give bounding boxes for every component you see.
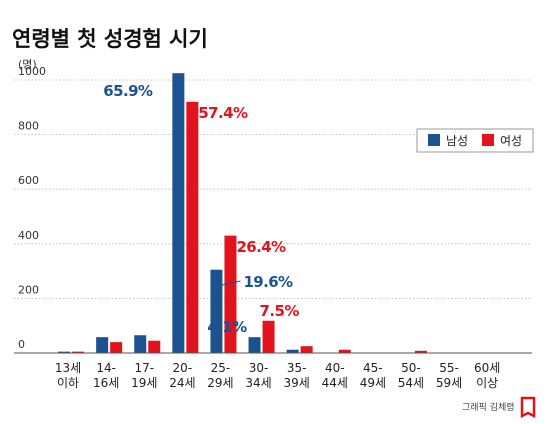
x-tick-label: 35-	[287, 361, 307, 375]
chart-title: 연령별 첫 성경험 시기	[12, 27, 208, 51]
percent-label: 65.9%	[103, 82, 153, 100]
bar-female-2	[148, 340, 161, 353]
x-tick-label: 45-	[363, 361, 383, 375]
x-tick-label: 30-	[249, 361, 269, 375]
x-tick-label: 55-	[439, 361, 459, 375]
gridlines	[14, 79, 532, 299]
bar-female-0	[72, 351, 85, 353]
bar-male-2	[134, 335, 147, 353]
bar-female-3	[186, 101, 199, 353]
x-tick-label: 16세	[93, 376, 119, 390]
y-unit-label: (명)	[18, 58, 37, 71]
x-tick-label: 59세	[436, 376, 462, 390]
legend-swatch-female	[482, 134, 494, 146]
bar-female-6	[300, 346, 313, 353]
legend-swatch-male	[428, 134, 440, 146]
credit-text: 그래픽 김체령	[462, 401, 515, 413]
x-tick-label: 34세	[245, 376, 271, 390]
x-tick-label: 49세	[360, 376, 386, 390]
bar-male-0	[58, 351, 71, 353]
y-tick-label: 600	[18, 174, 39, 187]
percent-annotations: 65.9% 57.4% 26.4% 19.6% 4.1% 7.5%	[103, 82, 300, 336]
percent-label: 7.5%	[260, 302, 300, 320]
legend-label-male: 남성	[446, 134, 468, 148]
bar-female-9	[414, 350, 427, 353]
bar-male-5	[248, 337, 261, 353]
x-tick-label: 40-	[325, 361, 345, 375]
asiae-logo-icon	[520, 396, 536, 419]
y-tick-label: 800	[18, 120, 39, 133]
x-tick-label: 50-	[401, 361, 421, 375]
x-tick-label: 13세	[55, 361, 81, 375]
x-tick-label: 19세	[131, 376, 157, 390]
x-tick-label: 이하	[57, 376, 79, 390]
bar-male-1	[96, 337, 109, 353]
x-tick-label: 14-	[96, 361, 116, 375]
percent-label: 19.6%	[243, 273, 293, 291]
x-tick-label: 이상	[476, 376, 498, 390]
percent-label: 26.4%	[236, 238, 286, 256]
bar-male-4	[210, 269, 223, 353]
percent-label: 4.1%	[207, 318, 247, 336]
y-tick-label: 200	[18, 283, 39, 296]
x-tick-label: 39세	[283, 376, 309, 390]
bar-female-4	[224, 235, 237, 353]
x-tick-label: 17-	[134, 361, 154, 375]
x-tick-label: 29세	[207, 376, 233, 390]
bar-female-1	[110, 342, 123, 353]
x-tick-label: 20-	[173, 361, 193, 375]
x-tick-label: 44세	[322, 376, 348, 390]
y-tick-label: 0	[18, 338, 25, 351]
x-tick-label: 60세	[474, 361, 500, 375]
y-axis-ticks: 0 200 400 600 800 1000	[18, 65, 46, 351]
legend-box	[416, 128, 534, 153]
bar-male-3	[172, 73, 185, 354]
bar-female-7	[338, 349, 351, 353]
y-tick-label: 400	[18, 229, 39, 242]
annotation-leader-line	[222, 280, 241, 286]
bar-female-5	[262, 320, 275, 353]
bar-male-6	[286, 349, 299, 353]
percent-label: 57.4%	[198, 104, 248, 122]
x-tick-label: 25-	[211, 361, 231, 375]
x-tick-label: 54세	[398, 376, 424, 390]
bars	[58, 73, 427, 354]
x-tick-label: 24세	[169, 376, 195, 390]
y-tick-label: 1000	[18, 65, 46, 78]
legend: 남성 여성	[416, 128, 534, 153]
legend-label-female: 여성	[500, 134, 522, 148]
